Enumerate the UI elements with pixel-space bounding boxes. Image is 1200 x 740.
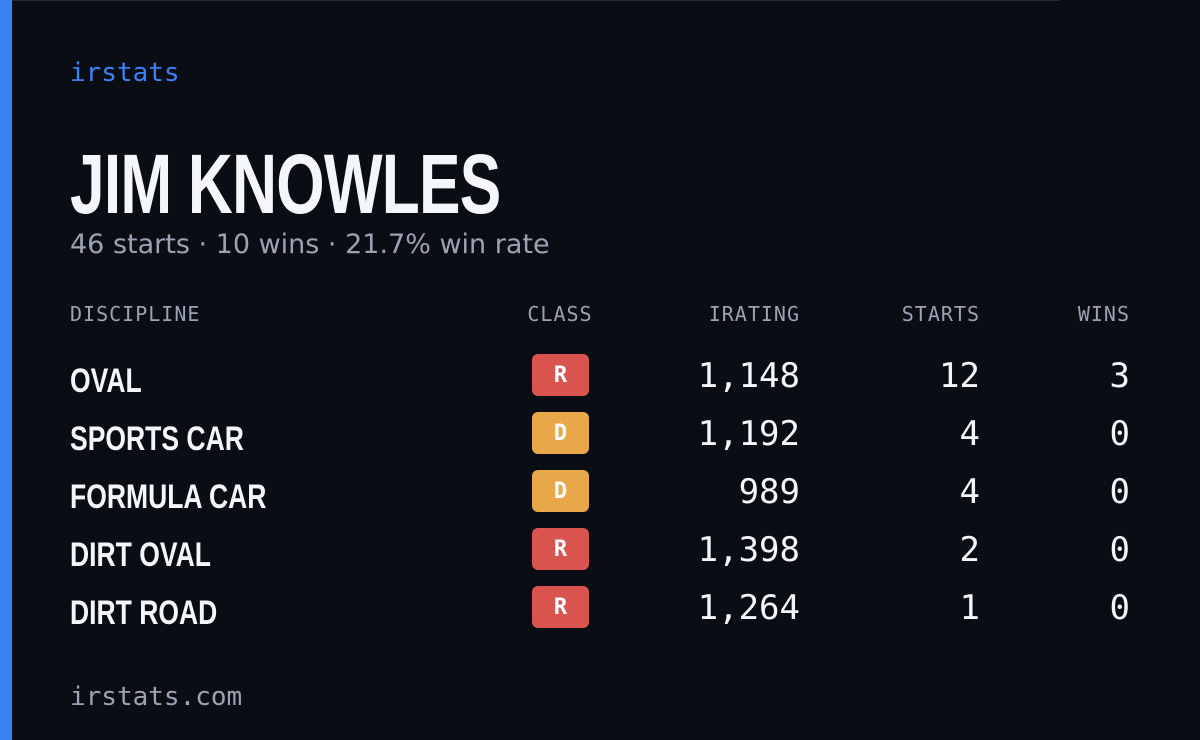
class-badge: D bbox=[532, 470, 589, 512]
discipline: OVAL bbox=[70, 362, 142, 400]
starts: 12 bbox=[939, 356, 980, 396]
column-header: IRATING bbox=[708, 302, 800, 326]
class-badge: R bbox=[532, 586, 589, 628]
summary: 46 starts · 10 wins · 21.7% win rate bbox=[70, 229, 550, 260]
column-header: WINS bbox=[1077, 302, 1130, 326]
wins: 0 bbox=[1109, 588, 1130, 628]
irating: 1,192 bbox=[697, 414, 800, 454]
brand: irstats bbox=[70, 58, 180, 88]
column-header: DISCIPLINE bbox=[70, 302, 201, 326]
wins: 0 bbox=[1109, 472, 1130, 512]
wins: 0 bbox=[1109, 414, 1130, 454]
irating: 1,398 bbox=[697, 530, 800, 570]
column-header: STARTS bbox=[901, 302, 980, 326]
footer: irstats.com bbox=[70, 682, 243, 712]
column-header: CLASS bbox=[527, 302, 593, 326]
class-badge: R bbox=[532, 354, 589, 396]
discipline: DIRT OVAL bbox=[70, 536, 211, 574]
wins: 3 bbox=[1109, 356, 1130, 396]
starts: 1 bbox=[959, 588, 980, 628]
irating: 989 bbox=[738, 472, 800, 512]
discipline: SPORTS CAR bbox=[70, 420, 244, 458]
class-badge: R bbox=[532, 528, 589, 570]
starts: 4 bbox=[959, 472, 980, 512]
driver-name: JIM KNOWLES bbox=[70, 137, 501, 231]
irating: 1,264 bbox=[697, 588, 800, 628]
starts: 2 bbox=[959, 530, 980, 570]
starts: 4 bbox=[959, 414, 980, 454]
irating: 1,148 bbox=[697, 356, 800, 396]
accent-bar bbox=[0, 0, 12, 740]
discipline: DIRT ROAD bbox=[70, 594, 218, 632]
discipline: FORMULA CAR bbox=[70, 478, 267, 516]
divider bbox=[0, 0, 1060, 1]
class-badge: D bbox=[532, 412, 589, 454]
wins: 0 bbox=[1109, 530, 1130, 570]
